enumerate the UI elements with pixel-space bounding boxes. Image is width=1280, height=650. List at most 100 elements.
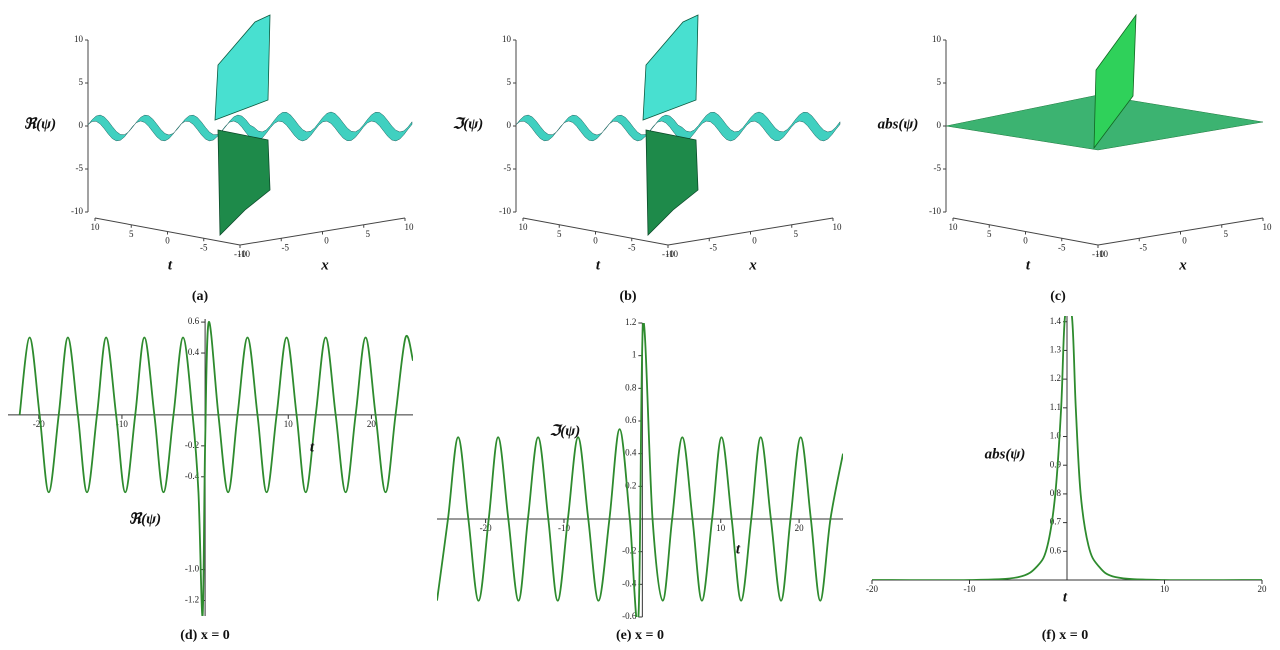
x-tick-label: -5 bbox=[1140, 242, 1148, 252]
y-tick-label: -1.2 bbox=[185, 595, 199, 605]
y-tick-label: 0.6 bbox=[625, 415, 637, 425]
t-tick-label: 5 bbox=[987, 229, 992, 239]
t-tick-label: -10 bbox=[1092, 249, 1104, 259]
t-tick-label: 0 bbox=[593, 236, 598, 246]
x-axis-label: x bbox=[748, 257, 757, 273]
y-tick-label: 1 bbox=[632, 350, 637, 360]
x-tick-label: 0 bbox=[1182, 236, 1187, 246]
z-axis-label: ℜ(ψ) bbox=[24, 116, 56, 132]
z-tick-label: 0 bbox=[507, 120, 512, 130]
x-tick-label: 5 bbox=[366, 229, 371, 239]
t-tick-label: 10 bbox=[519, 222, 529, 232]
x-axis-label: t bbox=[310, 439, 315, 455]
y-tick-label: -0.6 bbox=[622, 611, 637, 621]
spike-down bbox=[645, 129, 699, 236]
z-tick-label: 5 bbox=[507, 77, 512, 87]
x-tick-label: -10 bbox=[964, 584, 976, 594]
t-axis-label: t bbox=[1026, 257, 1031, 273]
y-axis-label: ℑ(ψ) bbox=[550, 423, 580, 439]
x-tick-label: 0 bbox=[324, 236, 329, 246]
z-tick-label: 5 bbox=[937, 77, 942, 87]
z-tick-label: -10 bbox=[499, 206, 511, 216]
z-tick-label: 10 bbox=[502, 34, 512, 44]
t-tick-label: -10 bbox=[234, 249, 246, 259]
y-tick-label: 0.8 bbox=[625, 382, 637, 392]
t-axis-label: t bbox=[168, 257, 173, 273]
y-tick-label: 0.4 bbox=[625, 448, 637, 458]
y-tick-label: 0.9 bbox=[1050, 459, 1062, 469]
x-tick-label: 0 bbox=[752, 236, 757, 246]
y-tick-label: 0.4 bbox=[188, 347, 200, 357]
z-tick-label: 10 bbox=[74, 34, 84, 44]
spike-up bbox=[214, 14, 271, 121]
y-tick-label: 1.2 bbox=[1050, 373, 1061, 383]
y-tick-label: 1.3 bbox=[1050, 344, 1062, 354]
spike-down bbox=[217, 129, 271, 236]
t-tick-label: 10 bbox=[91, 222, 101, 232]
x-tick-label: -20 bbox=[866, 584, 878, 594]
curve bbox=[18, 321, 413, 616]
x-tick-label: 10 bbox=[1263, 222, 1273, 232]
x-tick-label: -10 bbox=[116, 419, 128, 429]
t-tick-label: 0 bbox=[165, 236, 170, 246]
t-tick-label: -5 bbox=[200, 242, 208, 252]
x-tick-label: 20 bbox=[1258, 584, 1268, 594]
y-tick-label: 1.0 bbox=[1050, 431, 1062, 441]
x-axis-label: x bbox=[320, 257, 329, 273]
x-tick-label: 10 bbox=[833, 222, 843, 232]
z-tick-label: 0 bbox=[937, 120, 942, 130]
z-tick-label: -5 bbox=[934, 163, 942, 173]
surface bbox=[87, 111, 413, 142]
x-tick-label: 20 bbox=[367, 419, 377, 429]
y-axis-label: ℜ(ψ) bbox=[129, 511, 161, 527]
spike bbox=[1093, 13, 1137, 150]
y-tick-label: -0.2 bbox=[622, 546, 636, 556]
z-tick-label: 0 bbox=[79, 120, 84, 130]
y-tick-label: 0.2 bbox=[625, 480, 636, 490]
x-tick-label: -10 bbox=[666, 249, 678, 259]
z-tick-label: -5 bbox=[504, 163, 512, 173]
caption: (b) bbox=[619, 289, 636, 304]
curve bbox=[872, 316, 1262, 580]
x-tick-label: 10 bbox=[405, 222, 415, 232]
x-tick-label: -10 bbox=[238, 249, 250, 259]
x-tick-label: -5 bbox=[710, 242, 718, 252]
y-tick-label: -0.2 bbox=[185, 440, 199, 450]
surface bbox=[515, 111, 841, 142]
caption: (f) x = 0 bbox=[1042, 628, 1088, 643]
x-tick-label: -20 bbox=[480, 523, 492, 533]
x-tick-label: 5 bbox=[1224, 229, 1229, 239]
t-tick-label: -5 bbox=[628, 242, 636, 252]
caption: (e) x = 0 bbox=[616, 628, 664, 643]
y-tick-label: -0.4 bbox=[622, 578, 637, 588]
t-tick-label: -10 bbox=[662, 249, 674, 259]
z-tick-label: -5 bbox=[76, 163, 84, 173]
caption: (a) bbox=[192, 289, 209, 304]
caption: (c) bbox=[1050, 289, 1066, 304]
caption: (d) x = 0 bbox=[180, 628, 230, 643]
z-tick-label: -10 bbox=[929, 206, 941, 216]
x-tick-label: 10 bbox=[284, 419, 294, 429]
x-tick-label: 20 bbox=[795, 523, 805, 533]
z-axis-label: ℑ(ψ) bbox=[453, 116, 483, 132]
y-tick-label: -1.0 bbox=[185, 564, 200, 574]
x-tick-label: 10 bbox=[1160, 584, 1170, 594]
x-axis-label: x bbox=[1178, 257, 1187, 273]
t-tick-label: -5 bbox=[1058, 242, 1066, 252]
y-tick-label: -0.4 bbox=[185, 471, 200, 481]
x-axis-label: t bbox=[736, 541, 741, 557]
x-tick-label: 10 bbox=[716, 523, 726, 533]
t-tick-label: 5 bbox=[557, 229, 562, 239]
z-tick-label: 10 bbox=[932, 34, 942, 44]
y-tick-label: 1.1 bbox=[1050, 402, 1061, 412]
y-tick-label: 0.7 bbox=[1050, 517, 1062, 527]
spike-up bbox=[642, 14, 699, 121]
z-tick-label: 5 bbox=[79, 77, 84, 87]
t-tick-label: 5 bbox=[129, 229, 134, 239]
x-tick-label: -10 bbox=[558, 523, 570, 533]
x-tick-label: -5 bbox=[282, 242, 290, 252]
y-tick-label: 0.6 bbox=[188, 316, 200, 326]
